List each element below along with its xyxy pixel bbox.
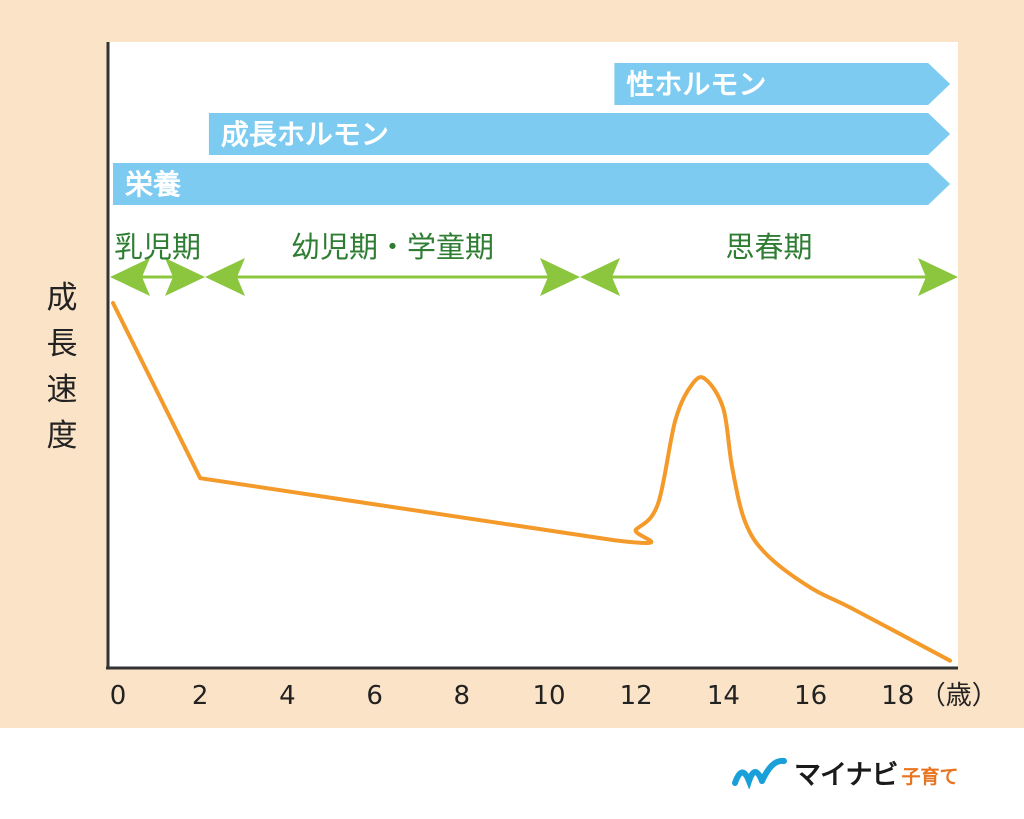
factor-bar xyxy=(208,113,951,155)
y-axis-label-char: 速 xyxy=(46,372,78,408)
period-arrowhead xyxy=(580,258,620,296)
factor-bar xyxy=(113,163,951,205)
y-axis-label-char: 成 xyxy=(46,280,78,316)
x-tick-label: 2 xyxy=(192,681,209,711)
period-arrowhead xyxy=(165,258,205,296)
factor-bar-label: 栄養 xyxy=(125,168,181,201)
y-axis-label-char: 度 xyxy=(46,418,78,454)
logo-mark-icon xyxy=(732,757,787,789)
factor-bar-label: 成長ホルモン xyxy=(221,118,389,151)
period-arrowhead xyxy=(540,258,580,296)
x-unit-label: （歳） xyxy=(920,681,998,711)
period-label: 幼児期・学童期 xyxy=(291,230,494,264)
x-tick-label: 6 xyxy=(366,681,383,711)
period-label: 乳児期 xyxy=(114,230,201,264)
factor-bar-label: 性ホルモン xyxy=(626,68,766,101)
y-axis-label-char: 長 xyxy=(46,326,78,362)
period-arrowhead xyxy=(918,258,958,296)
period-arrowhead xyxy=(110,258,150,296)
x-tick-label: 16 xyxy=(794,681,827,711)
x-tick-label: 4 xyxy=(279,681,296,711)
factor-bar xyxy=(614,63,951,105)
period-label: 思春期 xyxy=(725,230,812,264)
growth-curve xyxy=(111,301,953,663)
logo-text: マイナビ xyxy=(794,759,898,791)
x-tick-label: 18 xyxy=(881,681,914,711)
logo-subtext: 子育て xyxy=(901,765,959,788)
mynavi-logo: マイナビ 子育て xyxy=(732,752,958,792)
x-tick-label: 0 xyxy=(110,681,127,711)
period-arrowhead xyxy=(205,258,245,296)
x-tick-label: 8 xyxy=(454,681,471,711)
x-tick-label: 12 xyxy=(620,681,653,711)
x-tick-label: 10 xyxy=(532,681,565,711)
x-tick-label: 14 xyxy=(707,681,740,711)
